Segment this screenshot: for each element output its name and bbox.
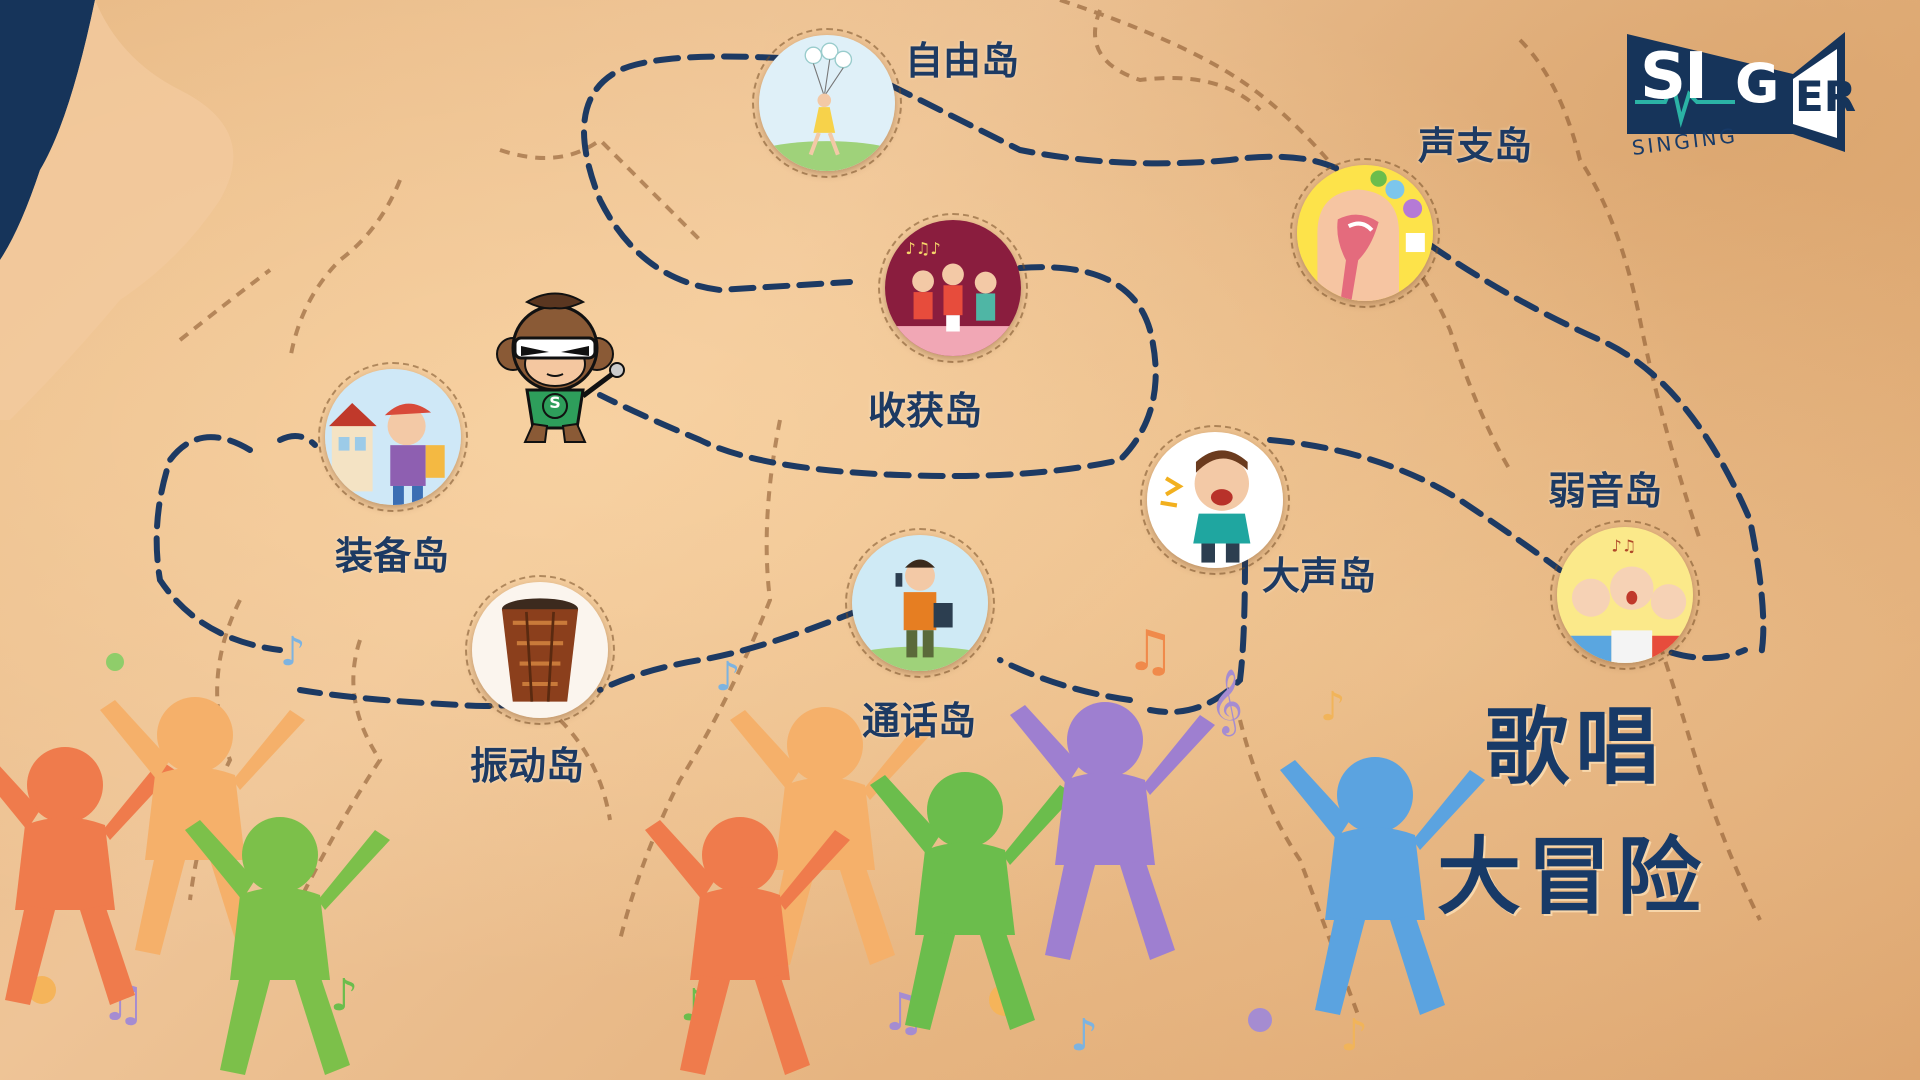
island-larynx[interactable] xyxy=(1290,158,1440,308)
svg-text:𝄞: 𝄞 xyxy=(1210,669,1243,736)
svg-text:♪♫♪: ♪♫♪ xyxy=(905,239,940,258)
island-loud[interactable] xyxy=(1140,425,1290,575)
island-label-larynx[interactable]: 声支岛 xyxy=(1418,124,1533,168)
island-vibration[interactable] xyxy=(465,575,615,725)
mascot-badge: S xyxy=(549,393,561,412)
island-label-gear[interactable]: 装备岛 xyxy=(335,534,450,578)
island-harvest[interactable]: ♪♫♪ xyxy=(878,213,1028,363)
svg-text:♪: ♪ xyxy=(715,654,741,700)
island-soft[interactable]: ♪♫ xyxy=(1550,520,1700,670)
island-label-soft[interactable]: 弱音岛 xyxy=(1548,469,1663,513)
game-title-line1: 歌唱 xyxy=(1485,698,1666,796)
island-label-vibration[interactable]: 振动岛 xyxy=(470,744,585,788)
vocal-anatomy-icon xyxy=(1297,165,1433,301)
svg-text:♪: ♪ xyxy=(1070,1010,1098,1061)
island-label-harvest[interactable]: 收获岛 xyxy=(868,389,983,433)
island-talk[interactable] xyxy=(845,528,995,678)
game-title-line2: 大冒险 xyxy=(1437,828,1708,926)
island-label-talk[interactable]: 通话岛 xyxy=(862,699,977,743)
singing-children-icon: ♪♫ xyxy=(1557,527,1693,663)
svg-text:♪: ♪ xyxy=(280,629,306,675)
svg-text:♪: ♪ xyxy=(1340,1010,1368,1061)
schoolboy-backpack-icon xyxy=(325,369,461,505)
island-gear[interactable] xyxy=(318,362,468,512)
island-label-freedom[interactable]: 自由岛 xyxy=(905,39,1020,83)
singer-logo xyxy=(1627,32,1845,152)
logo-text-si: SI xyxy=(1640,40,1708,114)
balloon-girl-icon xyxy=(759,35,895,171)
drum-icon xyxy=(472,582,608,718)
island-label-loud[interactable]: 大声岛 xyxy=(1262,554,1377,598)
svg-text:♪: ♪ xyxy=(330,970,358,1021)
logo-text-er: ER xyxy=(1795,72,1857,121)
svg-text:♪: ♪ xyxy=(1320,684,1346,730)
svg-text:♪♫: ♪♫ xyxy=(1611,536,1636,555)
boy-with-phone-icon xyxy=(852,535,988,671)
shouting-boy-icon xyxy=(1147,432,1283,568)
singing-kids-stage-icon: ♪♫♪ xyxy=(885,220,1021,356)
svg-text:♫: ♫ xyxy=(1125,619,1175,684)
island-freedom[interactable] xyxy=(752,28,902,178)
logo-text-g: G xyxy=(1735,52,1780,115)
